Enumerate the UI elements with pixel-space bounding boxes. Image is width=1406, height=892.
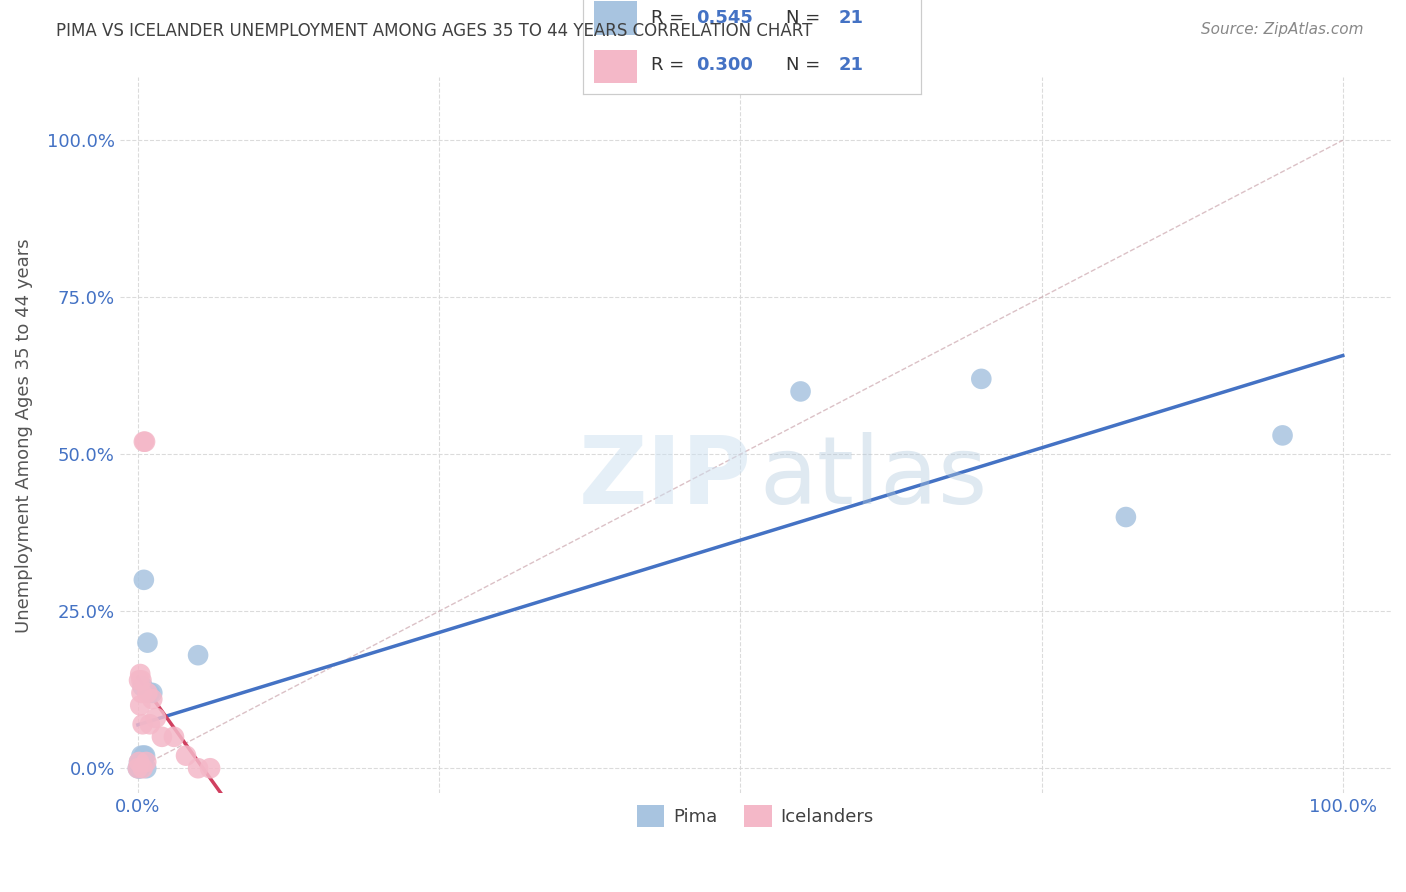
Text: R =: R = — [651, 56, 690, 74]
Point — [131, 755, 153, 769]
Point — [129, 667, 152, 681]
Point — [1115, 510, 1137, 524]
Text: 21: 21 — [838, 56, 863, 74]
Point — [132, 573, 155, 587]
Point — [135, 755, 157, 769]
Point — [129, 755, 152, 769]
Point — [131, 673, 153, 688]
Point — [145, 711, 167, 725]
Point — [131, 680, 153, 694]
Y-axis label: Unemployment Among Ages 35 to 44 years: Unemployment Among Ages 35 to 44 years — [15, 238, 32, 632]
Point — [131, 755, 153, 769]
Point — [150, 730, 173, 744]
Point — [131, 717, 153, 731]
Point — [127, 761, 149, 775]
Point — [131, 748, 153, 763]
FancyBboxPatch shape — [593, 50, 637, 83]
Point — [139, 686, 162, 700]
Text: 0.300: 0.300 — [696, 56, 754, 74]
Point — [128, 761, 150, 775]
Point — [1271, 428, 1294, 442]
Point — [128, 755, 150, 769]
Text: 21: 21 — [838, 9, 863, 28]
FancyBboxPatch shape — [593, 2, 637, 35]
Point — [136, 635, 159, 649]
Legend: Pima, Icelanders: Pima, Icelanders — [630, 798, 882, 834]
Point — [970, 372, 993, 386]
Point — [131, 761, 153, 775]
Point — [187, 761, 209, 775]
Text: N =: N = — [786, 56, 825, 74]
Point — [129, 698, 152, 713]
Point — [141, 692, 163, 706]
Point — [131, 686, 153, 700]
Point — [789, 384, 811, 399]
Text: R =: R = — [651, 9, 690, 28]
Point — [174, 748, 197, 763]
Text: N =: N = — [786, 9, 825, 28]
Text: PIMA VS ICELANDER UNEMPLOYMENT AMONG AGES 35 TO 44 YEARS CORRELATION CHART: PIMA VS ICELANDER UNEMPLOYMENT AMONG AGE… — [56, 22, 813, 40]
Text: atlas: atlas — [759, 433, 987, 524]
Point — [163, 730, 186, 744]
Point — [134, 748, 156, 763]
Point — [132, 434, 155, 449]
Point — [141, 686, 163, 700]
Point — [187, 648, 209, 663]
Point — [134, 434, 156, 449]
Point — [139, 717, 162, 731]
Point — [128, 673, 150, 688]
Text: Source: ZipAtlas.com: Source: ZipAtlas.com — [1201, 22, 1364, 37]
Point — [198, 761, 221, 775]
Point — [132, 748, 155, 763]
Point — [127, 761, 149, 775]
Point — [135, 761, 157, 775]
Text: ZIP: ZIP — [579, 433, 752, 524]
Point — [128, 755, 150, 769]
Point — [129, 761, 152, 775]
Text: 0.545: 0.545 — [696, 9, 754, 28]
Point — [136, 686, 159, 700]
